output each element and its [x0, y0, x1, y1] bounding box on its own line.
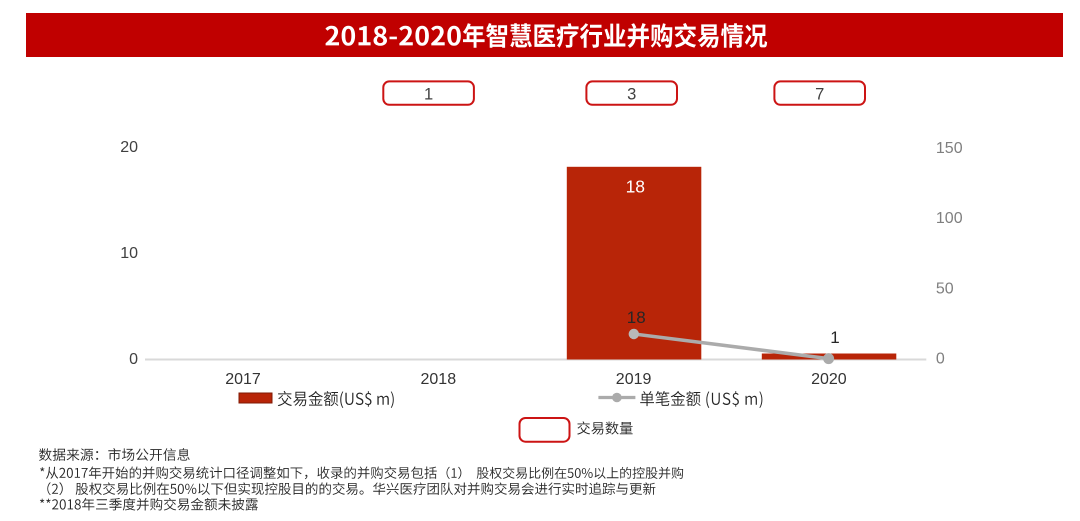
svg-text:1: 1 — [424, 85, 433, 103]
svg-text:2019: 2019 — [616, 371, 652, 388]
svg-text:0: 0 — [936, 351, 945, 368]
svg-text:10: 10 — [120, 245, 138, 262]
svg-text:150: 150 — [936, 140, 963, 157]
svg-text:2020: 2020 — [811, 371, 847, 388]
svg-text:50: 50 — [936, 280, 954, 297]
svg-text:2017: 2017 — [225, 371, 261, 388]
svg-text:20: 20 — [120, 139, 138, 156]
svg-text:18: 18 — [627, 308, 646, 327]
svg-text:7: 7 — [815, 85, 824, 103]
svg-text:0: 0 — [129, 351, 138, 368]
svg-text:1: 1 — [830, 328, 839, 347]
svg-text:2018: 2018 — [421, 371, 457, 388]
svg-text:18: 18 — [626, 176, 645, 196]
svg-text:3: 3 — [627, 85, 636, 103]
svg-text:100: 100 — [936, 210, 963, 227]
